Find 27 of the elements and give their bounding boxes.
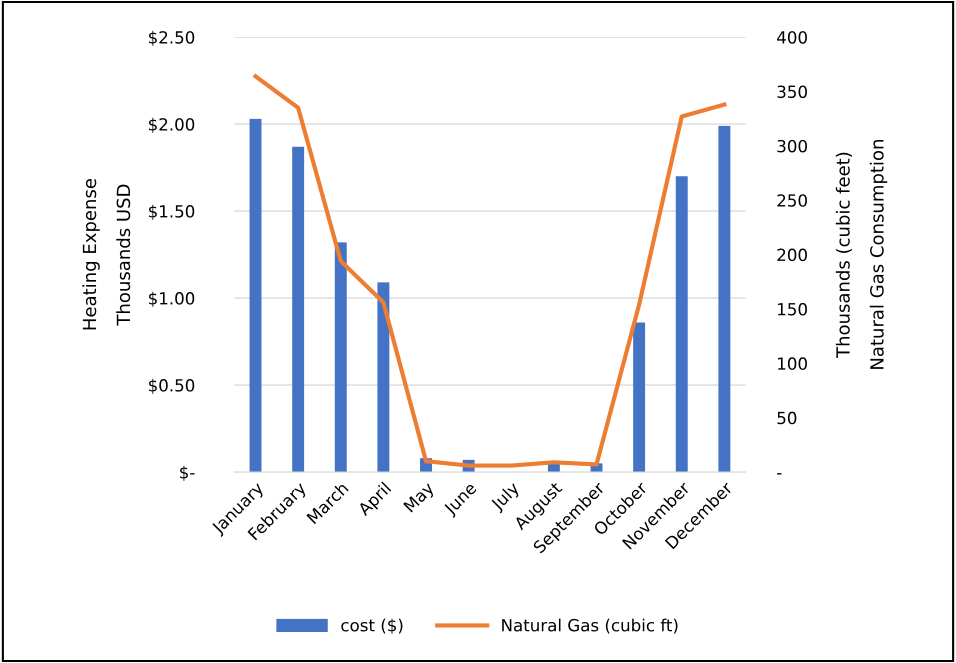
y-tick-label: $0.50 xyxy=(149,378,194,394)
bar xyxy=(633,322,646,472)
y2-tick-label: 400 xyxy=(777,31,807,44)
y2-tick-label: 300 xyxy=(778,140,807,152)
legend-label: cost ($) xyxy=(341,618,402,634)
y2-tick-label: 50 xyxy=(778,412,796,424)
bar xyxy=(334,242,347,472)
y-tick-label: $2.00 xyxy=(149,118,194,133)
bar xyxy=(292,146,304,472)
line-series xyxy=(253,74,726,468)
bar xyxy=(676,176,688,472)
bar xyxy=(377,282,390,472)
y2-axis-title: Thousands (cubic feet) Natural Gas Consumption xyxy=(836,140,888,369)
y2-tick-label: 350 xyxy=(778,85,807,98)
y2-tick-label: 150 xyxy=(778,302,807,316)
y-axis-title: Heating Expense Thousands USD xyxy=(82,179,130,330)
bar xyxy=(250,118,262,472)
y2-tick-label: 200 xyxy=(777,248,807,262)
legend-label: Natural Gas (cubic ft) xyxy=(502,618,678,634)
y2-tick-label: 250 xyxy=(777,194,807,207)
y2-tick-label: - xyxy=(777,473,782,474)
y-tick-label: $1.50 xyxy=(149,204,194,220)
y-tick-label: $1.00 xyxy=(149,292,194,307)
y-tick-label: $2.50 xyxy=(149,30,194,46)
bar xyxy=(718,126,730,472)
y-tick-label: $- xyxy=(180,466,195,481)
y2-tick-label: 100 xyxy=(778,357,807,370)
